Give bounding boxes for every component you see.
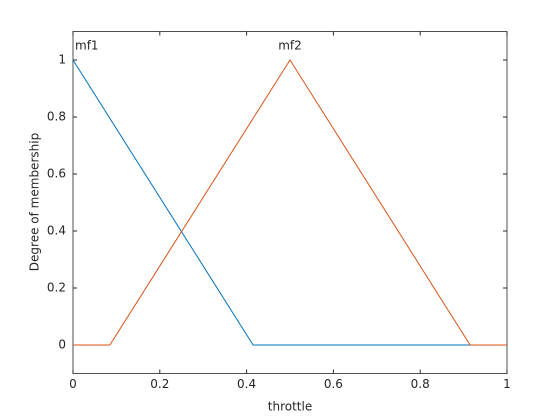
x-tick-label: 0.4 [237, 377, 256, 391]
y-tick-label: 0.2 [47, 281, 66, 295]
x-tick-label: 1 [503, 377, 511, 391]
y-tick-label: 0.6 [47, 167, 66, 181]
x-tick-label: 0.6 [324, 377, 343, 391]
series-label: mf1 [75, 39, 99, 53]
y-tick-label: 0 [58, 338, 66, 352]
x-tick-label: 0 [69, 377, 77, 391]
y-tick-label: 0.4 [47, 224, 66, 238]
x-tick-label: 0.8 [411, 377, 430, 391]
x-axis-label: throttle [268, 400, 312, 414]
series-label: mf2 [278, 39, 302, 53]
plot-box [72, 31, 508, 374]
y-tick-label: 1 [58, 53, 66, 67]
x-tick-label: 0.2 [150, 377, 169, 391]
y-tick-label: 0.8 [47, 110, 66, 124]
series-line [72, 59, 507, 346]
series-line [73, 59, 507, 346]
y-axis-label: Degree of membership [28, 133, 42, 271]
